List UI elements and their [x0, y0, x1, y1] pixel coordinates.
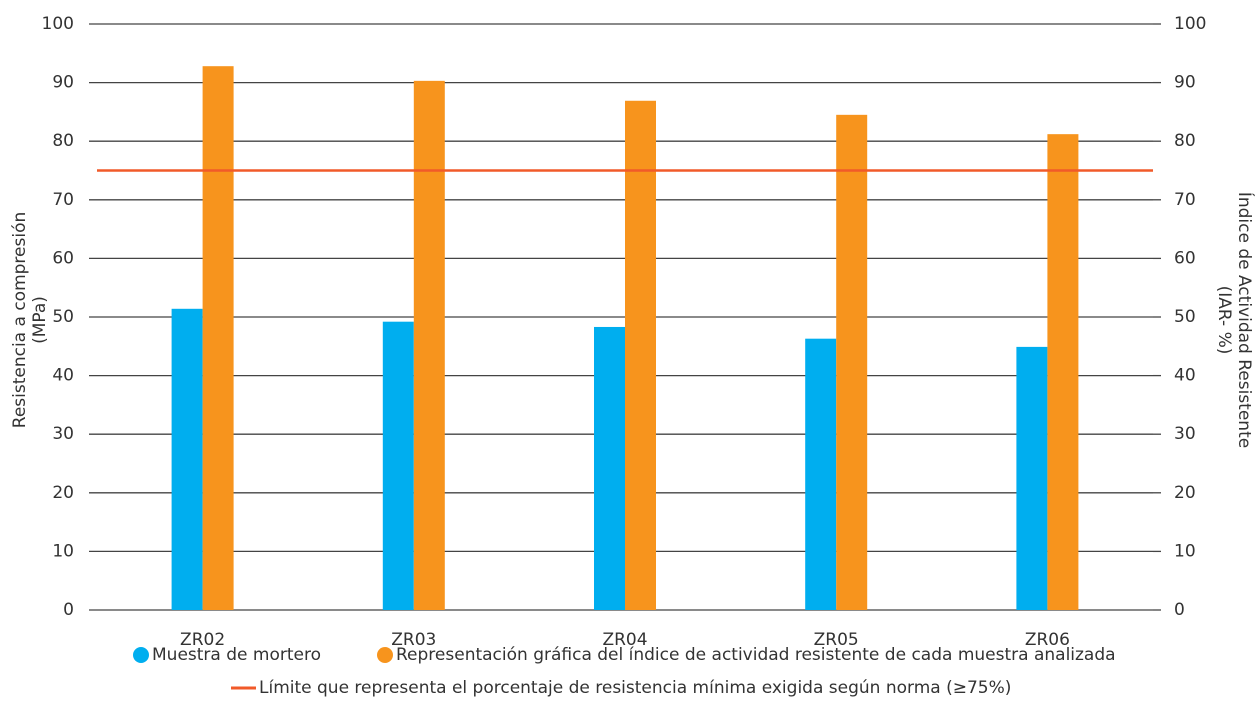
bar [202, 66, 234, 610]
y-tick-label: 70 [52, 190, 74, 210]
bar [805, 338, 837, 610]
legend-label: Muestra de mortero [152, 645, 321, 665]
bar [382, 321, 414, 610]
bar [1047, 134, 1079, 610]
y2-axis-title: Índice de Actividad Resistente [1234, 192, 1256, 448]
bar [594, 326, 625, 610]
x-tick-label: ZR05 [814, 630, 859, 650]
y-tick-label: 40 [52, 366, 74, 386]
y-tick-label: 10 [52, 541, 74, 561]
y-tick-label: 30 [52, 424, 74, 444]
y2-tick-label: 100 [1174, 14, 1206, 34]
bar [836, 114, 868, 610]
y2-tick-label: 90 [1174, 73, 1196, 93]
x-tick-label: ZR04 [602, 630, 647, 650]
x-tick-label: ZR06 [1025, 630, 1070, 650]
y-tick-label: 60 [52, 248, 74, 268]
y-axis-title: (MPa) [30, 296, 50, 344]
legend-swatch [133, 647, 149, 663]
y-tick-label: 80 [52, 131, 74, 151]
bar [625, 100, 656, 611]
y-tick-label: 50 [52, 307, 74, 327]
legend-swatch [377, 647, 393, 663]
y-axis-title: Resistencia a compresión [10, 212, 30, 428]
x-tick-label: ZR03 [391, 630, 436, 650]
y-tick-label: 90 [52, 73, 74, 93]
y2-tick-label: 60 [1174, 248, 1196, 268]
y2-tick-label: 20 [1174, 483, 1196, 503]
y2-tick-label: 0 [1174, 600, 1185, 620]
y2-axis-title: (IAR- %) [1214, 286, 1234, 355]
y-tick-label: 20 [52, 483, 74, 503]
y2-tick-label: 80 [1174, 131, 1196, 151]
y2-tick-label: 70 [1174, 190, 1196, 210]
y2-tick-label: 50 [1174, 307, 1196, 327]
legend-label: Representación gráfica del índice de act… [396, 645, 1116, 665]
legend-label: Límite que representa el porcentaje de r… [259, 678, 1011, 698]
bar [413, 80, 445, 611]
y2-tick-label: 30 [1174, 424, 1196, 444]
y2-tick-label: 40 [1174, 366, 1196, 386]
x-tick-label: ZR02 [180, 630, 225, 650]
y-tick-label: 100 [42, 14, 74, 34]
y2-tick-label: 10 [1174, 541, 1196, 561]
y-tick-label: 0 [63, 600, 74, 620]
bar [1016, 346, 1048, 610]
bar [171, 308, 203, 610]
